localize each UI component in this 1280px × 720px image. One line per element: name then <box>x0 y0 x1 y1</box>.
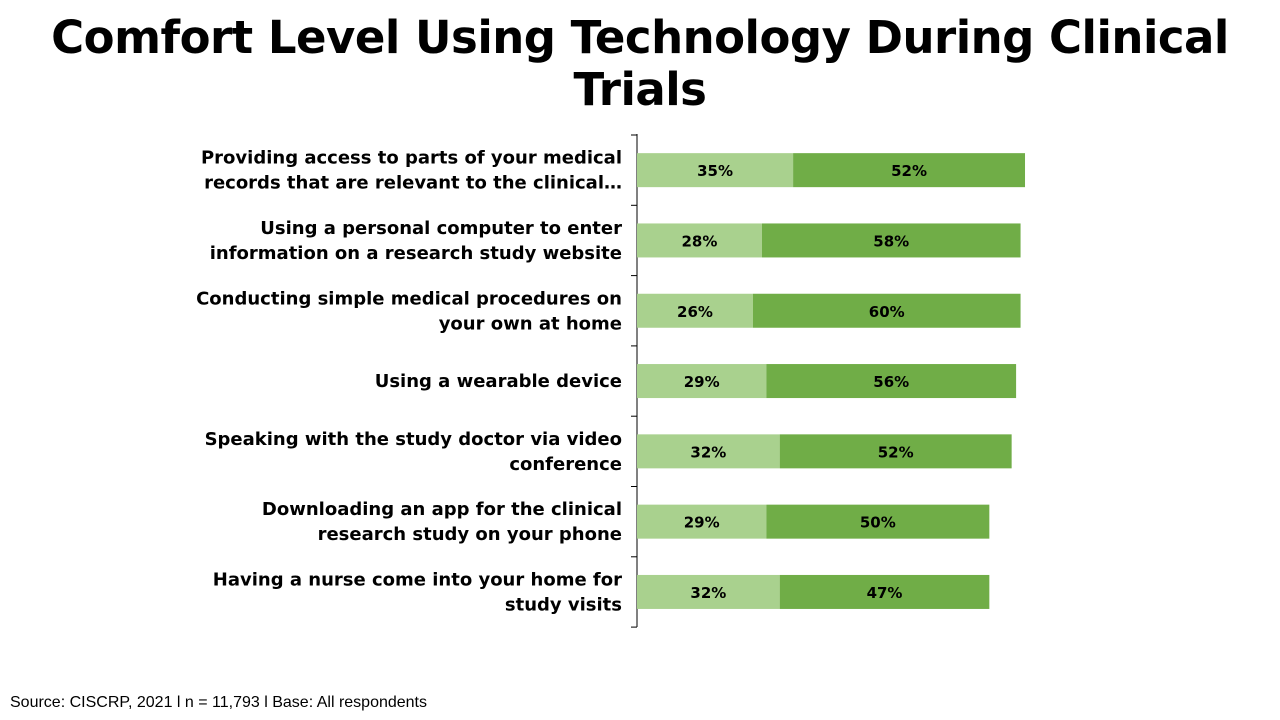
bar-segment-dark <box>779 434 1012 469</box>
bar-segment-light <box>637 574 780 609</box>
bar-segment-dark <box>766 504 990 539</box>
category-label: Downloading an app for the clinical resea… <box>262 499 622 545</box>
category-label-line: research study on your phone <box>318 524 622 545</box>
data-label: 29% <box>684 373 720 391</box>
bar-segment-dark <box>793 153 1026 188</box>
category-label: Speaking with the study doctor via video… <box>205 429 622 475</box>
data-label: 50% <box>860 514 896 532</box>
bar-segment-light <box>637 293 753 328</box>
data-label: 29% <box>684 514 720 532</box>
category-label-line: conference <box>509 454 622 475</box>
category-label-line: your own at home <box>439 313 622 334</box>
bar-segment-light <box>637 504 767 539</box>
data-label: 60% <box>869 303 905 321</box>
category-label-line: Having a nurse come into your home for <box>213 569 622 590</box>
bar-segment-dark <box>779 574 990 609</box>
title-line-1: Comfort Level Using Technology During Cl… <box>51 11 1229 64</box>
category-label: Providing access to parts of your medica… <box>201 148 622 194</box>
category-label-line: Using a personal computer to enter <box>260 218 622 239</box>
category-label-line: Conducting simple medical procedures on <box>196 288 622 309</box>
category-label: Conducting simple medical procedures on y… <box>196 288 622 334</box>
category-label-line: Downloading an app for the clinical <box>262 499 622 520</box>
bar-segment-light <box>637 223 762 258</box>
title-line-2: Trials <box>573 63 707 116</box>
data-label: 35% <box>697 162 733 180</box>
data-label: 32% <box>690 443 726 461</box>
bar-segment-light <box>637 364 767 399</box>
data-label: 32% <box>690 584 726 602</box>
data-label: 52% <box>878 443 914 461</box>
category-label: Having a nurse come into your home for st… <box>213 569 622 615</box>
chart-title: Comfort Level Using Technology During Cl… <box>0 12 1280 116</box>
bar-segment-light <box>637 153 794 188</box>
bar-segment-light <box>637 434 780 469</box>
category-label: Using a personal computer to enter inform… <box>210 218 622 264</box>
category-label-line: records that are relevant to the clinica… <box>204 173 622 194</box>
data-label: 56% <box>873 373 909 391</box>
category-label-line: Speaking with the study doctor via video <box>205 429 622 450</box>
bar-segment-dark <box>766 364 1017 399</box>
data-label: 26% <box>677 303 713 321</box>
category-label: Using a wearable device <box>375 371 622 392</box>
category-label-line: information on a research study website <box>210 243 622 264</box>
data-label: 58% <box>873 232 909 250</box>
data-label: 47% <box>867 584 903 602</box>
data-label: 52% <box>891 162 927 180</box>
category-label-line: Using a wearable device <box>375 371 622 392</box>
data-label: 28% <box>681 232 717 250</box>
source-note: Source: CISCRP, 2021 l n = 11,793 l Base… <box>10 694 427 711</box>
category-label-line: study visits <box>505 594 622 615</box>
bar-segment-dark <box>761 223 1021 258</box>
bar-segment-dark <box>752 293 1021 328</box>
category-label-line: Providing access to parts of your medica… <box>201 148 622 169</box>
